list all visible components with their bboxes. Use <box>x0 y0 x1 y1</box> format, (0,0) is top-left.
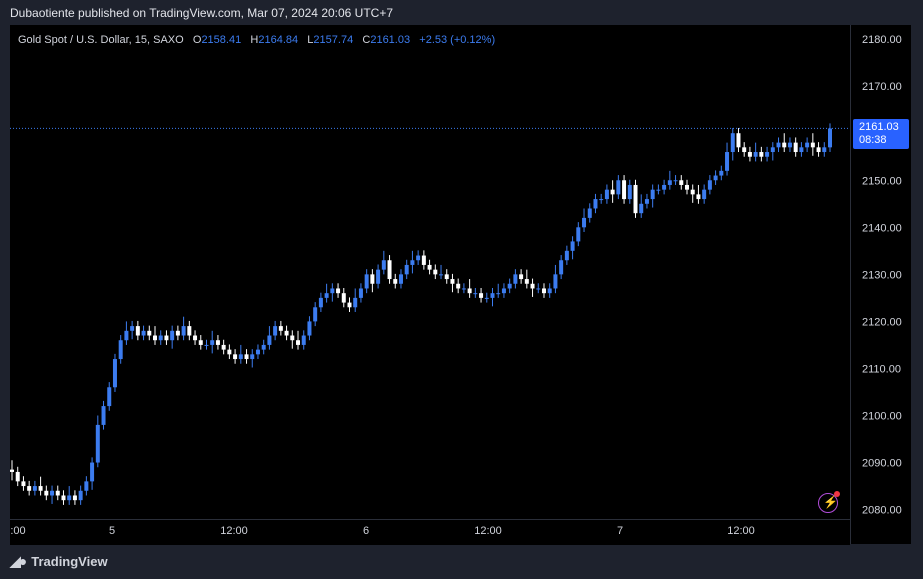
legend-change: +2.53 (+0.12%) <box>419 34 496 46</box>
chart-pane[interactable] <box>10 25 850 544</box>
notification-dot <box>834 491 840 497</box>
published-header: Dubaotiente published on TradingView.com… <box>10 6 394 20</box>
tradingview-logo[interactable]: ◢● TradingView <box>10 553 108 570</box>
time-axis[interactable] <box>10 519 850 545</box>
bar-countdown: 08:38 <box>859 134 887 147</box>
last-price-label: 2161.03 08:38 <box>853 119 909 150</box>
legend-low: 2157.74 <box>313 34 354 46</box>
tradingview-icon: ◢● <box>10 553 27 569</box>
chart-legend: Gold Spot / U.S. Dollar, 15, SAXO O2158.… <box>18 34 495 46</box>
legend-high: 2164.84 <box>258 34 299 46</box>
legend-close: 2161.03 <box>370 34 411 46</box>
legend-symbol: Gold Spot / U.S. Dollar, 15, SAXO <box>18 34 184 46</box>
price-axis[interactable] <box>850 25 911 544</box>
legend-open: 2158.41 <box>201 34 242 46</box>
legend-c-label: C <box>362 34 371 46</box>
legend-h-label: H <box>250 34 259 46</box>
last-price-value: 2161.03 <box>859 121 899 134</box>
brand-name: TradingView <box>31 554 108 569</box>
lightning-icon[interactable]: ⚡ <box>818 491 840 513</box>
legend-l-label: L <box>307 34 314 46</box>
legend-o-label: O <box>192 34 202 46</box>
